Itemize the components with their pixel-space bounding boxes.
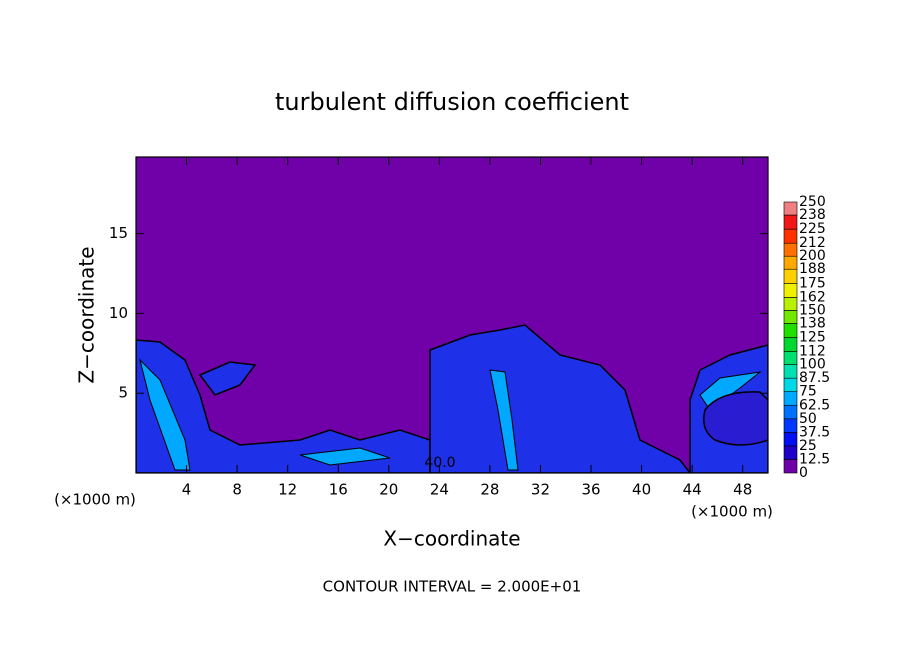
colorbar-segment [783, 242, 798, 257]
colorbar-tick-label: 125 [799, 330, 826, 346]
colorbar-segment [783, 282, 798, 298]
chart-title: turbulent diffusion coefficient [275, 88, 629, 116]
colorbar-segment [783, 337, 798, 352]
x-tick-label: 8 [232, 481, 242, 499]
colorbar-segment [783, 391, 798, 406]
colorbar-tick-label: 150 [799, 302, 826, 318]
colorbar-tick-label: 250 [799, 194, 826, 210]
y-tick-label: 5 [118, 384, 128, 402]
x-tick-label: 24 [430, 481, 449, 499]
y-axis-label: Z−coordinate [75, 246, 99, 383]
x-axis-label: X−coordinate [383, 527, 520, 551]
colorbar-segment [783, 418, 798, 433]
colorbar-tick-label: 25 [799, 438, 817, 454]
x-tick-label: 40 [632, 481, 651, 499]
colorbar-tick-label: 37.5 [799, 424, 830, 440]
contour-field [136, 157, 768, 473]
colorbar-tick-label: 175 [799, 275, 826, 291]
y-tick-label: 15 [109, 224, 128, 242]
colorbar-tick-label: 0 [799, 465, 808, 481]
contour-label: 40.0 [424, 455, 455, 471]
x-tick-label: 36 [581, 481, 600, 499]
colorbar-segment [783, 255, 798, 270]
colorbar-segment [783, 214, 798, 230]
colorbar-segment [783, 310, 798, 324]
x-tick-label: 32 [531, 481, 550, 499]
colorbar-segment [783, 323, 798, 338]
footer: CONTOUR INTERVAL = 2.000E+01 [323, 578, 582, 596]
colorbar-tick-label: 100 [799, 357, 826, 373]
colorbar-tick-label: 238 [799, 207, 826, 223]
x-tick-label: 20 [379, 481, 398, 499]
colorbar-tick-label: 138 [799, 315, 826, 331]
colorbar-tick-label: 112 [799, 344, 826, 360]
colorbar-segment [783, 404, 798, 420]
colorbar-tick-label: 225 [799, 221, 826, 237]
x-tick-label: 4 [182, 481, 192, 499]
x-tick-label: 44 [683, 481, 702, 499]
x-tick-label: 48 [733, 481, 752, 499]
colorbar-segment [783, 351, 798, 365]
colorbar-tick-label: 200 [799, 248, 826, 264]
colorbar-segment [783, 297, 798, 311]
colorbar-segment [783, 268, 798, 284]
colorbar-tick-label: 50 [799, 411, 817, 427]
x-unit-label: (×1000 m) [691, 503, 773, 521]
colorbar-segment [783, 201, 798, 216]
colorbar-tick-label: 75 [799, 384, 817, 400]
x-tick-label: 28 [480, 481, 499, 499]
colorbar-segment [783, 445, 798, 460]
colorbar-segment [783, 459, 798, 474]
colorbar-segment [783, 364, 798, 379]
colorbar-tick-label: 188 [799, 261, 826, 277]
colorbar-segment [783, 377, 798, 392]
colorbar-tick-label: 212 [799, 235, 826, 251]
plot-frame [135, 156, 769, 474]
colorbar-segment [783, 432, 798, 447]
colorbar-tick-label: 87.5 [799, 370, 830, 386]
x-unit-label: (×1000 m) [54, 491, 136, 509]
colorbar-tick-label: 162 [799, 289, 826, 305]
x-tick-label: 12 [278, 481, 297, 499]
colorbar-segment [783, 228, 798, 244]
y-tick-label: 10 [109, 304, 128, 322]
colorbar-tick-label: 12.5 [799, 451, 830, 467]
x-tick-label: 16 [329, 481, 348, 499]
colorbar-tick-label: 62.5 [799, 397, 830, 413]
